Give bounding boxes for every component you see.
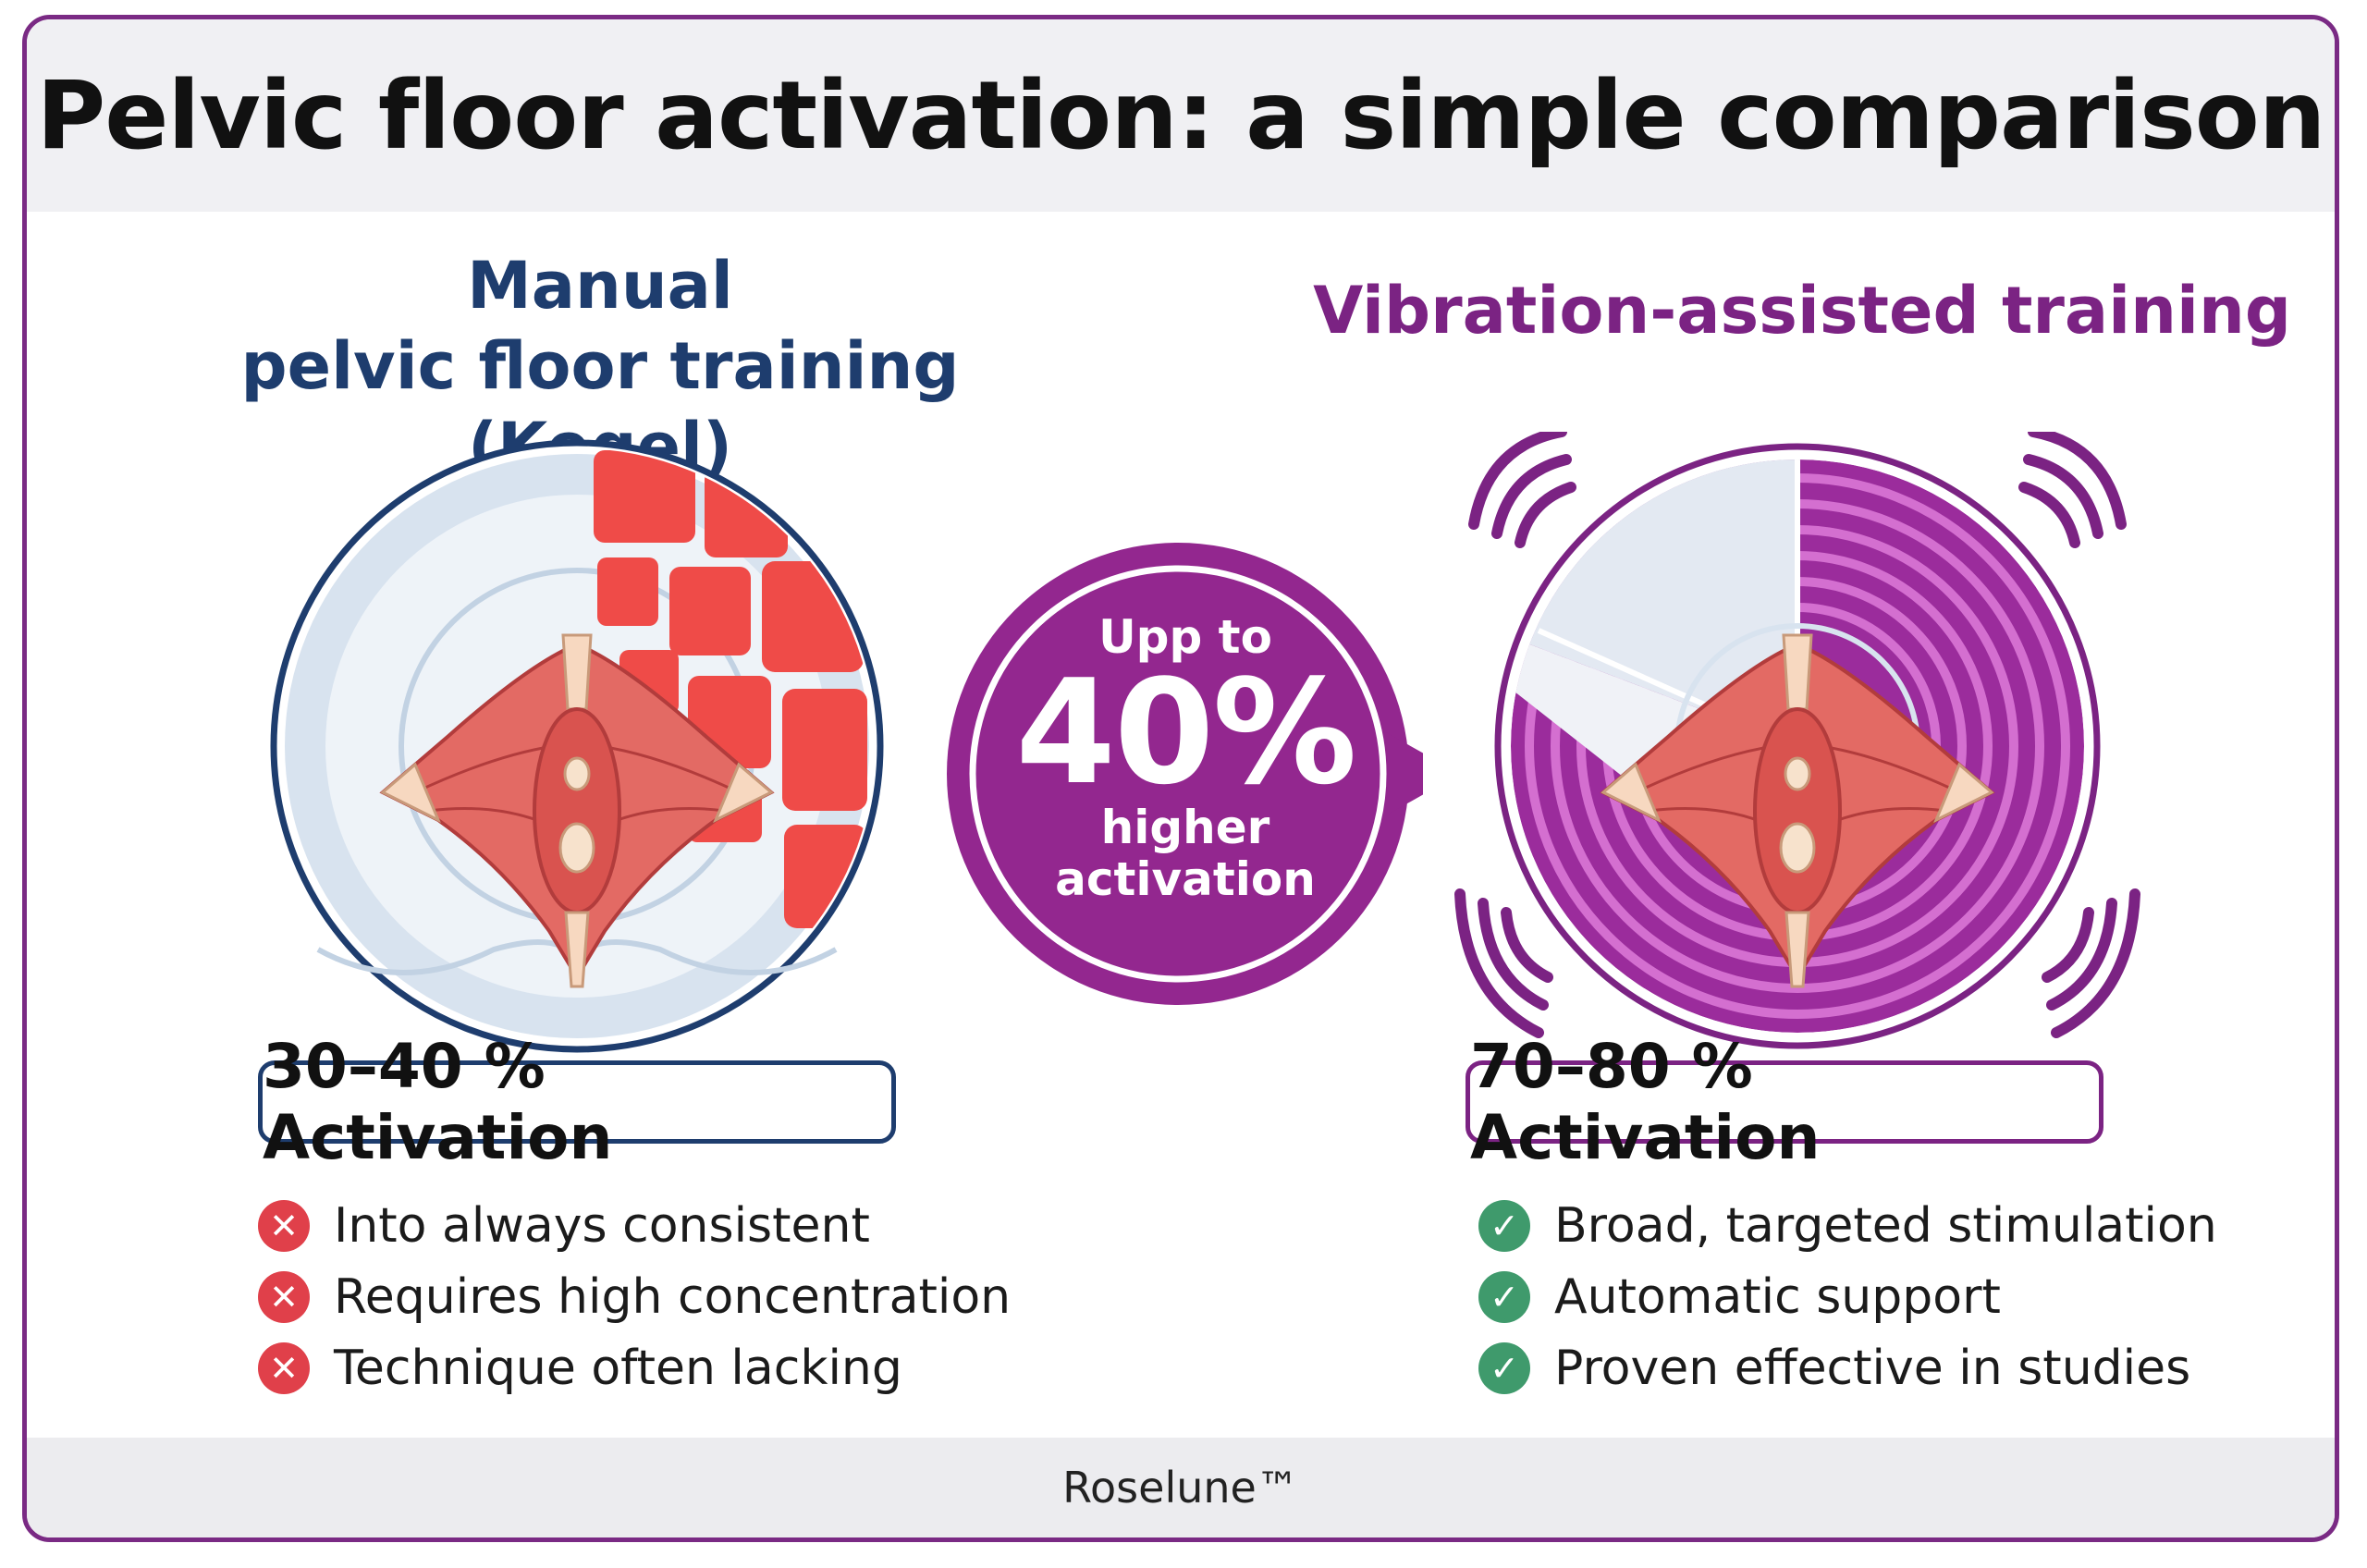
vibration-activation-label: 70–80 % Activation [1466,1031,2103,1173]
pelvic-floor-muscle-illustration [1600,633,1995,988]
pelvic-floor-muscle-illustration [379,633,775,988]
brand-name: Roselune™ [1062,1463,1299,1513]
list-item: ✕ Technique often lacking [258,1332,1011,1403]
footer-bar: Roselune™ [27,1438,2335,1537]
vibration-activation-diagram [1454,432,2140,1049]
manual-training-heading: Manual pelvic floor training (Kegel) [147,246,1053,487]
cross-icon: ✕ [258,1341,310,1394]
cross-icon: ✕ [258,1199,310,1252]
manual-activation-label: 30–40 % Activation [258,1031,896,1173]
list-item: ✓ Proven effective in studies [1478,1332,2217,1403]
bubble-prefix: Upp to [1098,610,1272,664]
list-item: ✓ Automatic support [1478,1261,2217,1332]
bubble-activation: activation [1055,852,1316,906]
list-item-text: Broad, targeted stimulation [1554,1197,2217,1254]
manual-heading-line2: pelvic floor training (Kegel) [240,328,960,484]
manual-drawbacks-list: ✕ Into always consistent ✕ Requires high c… [258,1190,1011,1403]
check-icon: ✓ [1478,1199,1530,1252]
bubble-higher: higher [1100,801,1270,854]
check-icon: ✓ [1478,1341,1530,1394]
page-title: Pelvic floor activation: a simple compar… [36,60,2326,171]
list-item-text: Into always consistent [334,1197,870,1254]
list-item: ✕ Into always consistent [258,1190,1011,1261]
vibration-benefits-list: ✓ Broad, targeted stimulation ✓ Automatic … [1478,1190,2217,1403]
list-item-text: Automatic support [1554,1268,2001,1325]
cross-icon: ✕ [258,1270,310,1323]
vibration-training-heading: Vibration-assisted training [1313,273,2291,349]
manual-heading-line1: Manual [467,248,733,324]
list-item-text: Requires high concentration [334,1268,1012,1325]
bubble-text: Upp to 40% higher activation [987,611,1384,905]
list-item: ✓ Broad, targeted stimulation [1478,1190,2217,1261]
manual-activation-diagram [270,439,884,1053]
infographic-frame: Pelvic floor activation: a simple compar… [22,15,2339,1542]
check-icon: ✓ [1478,1270,1530,1323]
title-bar: Pelvic floor activation: a simple compar… [27,19,2335,212]
vibration-waves-icon [1454,432,2140,1038]
list-item-text: Proven effective in studies [1554,1340,2191,1396]
list-item: ✕ Requires high concentration [258,1261,1011,1332]
list-item-text: Technique often lacking [334,1340,902,1396]
bubble-percentage: 40% [1015,648,1356,816]
comparison-bubble [947,543,1423,1005]
